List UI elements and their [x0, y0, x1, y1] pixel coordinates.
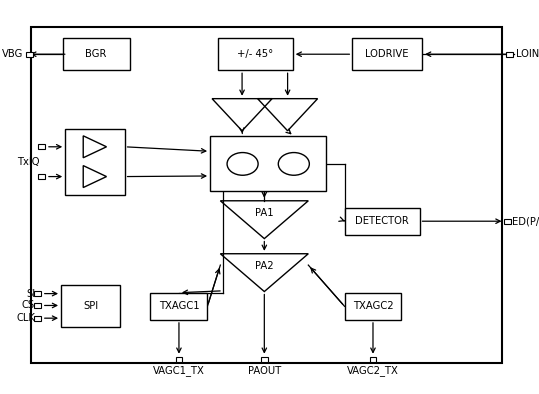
Bar [38, 174, 45, 179]
Text: PA2: PA2 [255, 261, 274, 271]
Text: TXAGC2: TXAGC2 [353, 301, 393, 311]
Text: CS: CS [22, 301, 35, 310]
Text: +/- 45°: +/- 45° [237, 49, 273, 59]
Text: PAOUT: PAOUT [248, 366, 281, 376]
Text: BGR: BGR [86, 49, 107, 59]
Bar [38, 144, 45, 149]
Bar [34, 291, 41, 296]
Text: LOIN: LOIN [516, 49, 539, 59]
Text: ED(P/N): ED(P/N) [512, 216, 539, 226]
Text: SPI: SPI [83, 301, 98, 311]
FancyBboxPatch shape [353, 38, 422, 70]
Text: TxIQ: TxIQ [17, 157, 39, 167]
Text: TXAGC1: TXAGC1 [158, 301, 199, 311]
Text: CLK: CLK [16, 313, 35, 323]
Bar [506, 52, 513, 57]
FancyBboxPatch shape [63, 38, 130, 70]
FancyBboxPatch shape [31, 27, 502, 363]
Bar [261, 357, 268, 362]
FancyBboxPatch shape [150, 293, 208, 320]
Bar [176, 357, 182, 362]
Bar [26, 52, 33, 57]
Text: LODRIVE: LODRIVE [365, 49, 409, 59]
FancyBboxPatch shape [218, 38, 293, 70]
Text: PA1: PA1 [255, 208, 274, 218]
FancyBboxPatch shape [210, 136, 327, 191]
FancyBboxPatch shape [344, 208, 419, 235]
Text: VAGC1_TX: VAGC1_TX [153, 366, 205, 376]
Text: VBG: VBG [2, 49, 23, 59]
Bar [34, 316, 41, 321]
FancyBboxPatch shape [61, 285, 121, 327]
Text: VAGC2_TX: VAGC2_TX [347, 366, 399, 376]
Bar [34, 303, 41, 308]
Bar [370, 357, 376, 362]
FancyBboxPatch shape [65, 129, 125, 195]
Text: DETECTOR: DETECTOR [355, 216, 409, 226]
FancyBboxPatch shape [344, 293, 402, 320]
Text: SI: SI [26, 288, 35, 299]
Bar [504, 219, 511, 224]
